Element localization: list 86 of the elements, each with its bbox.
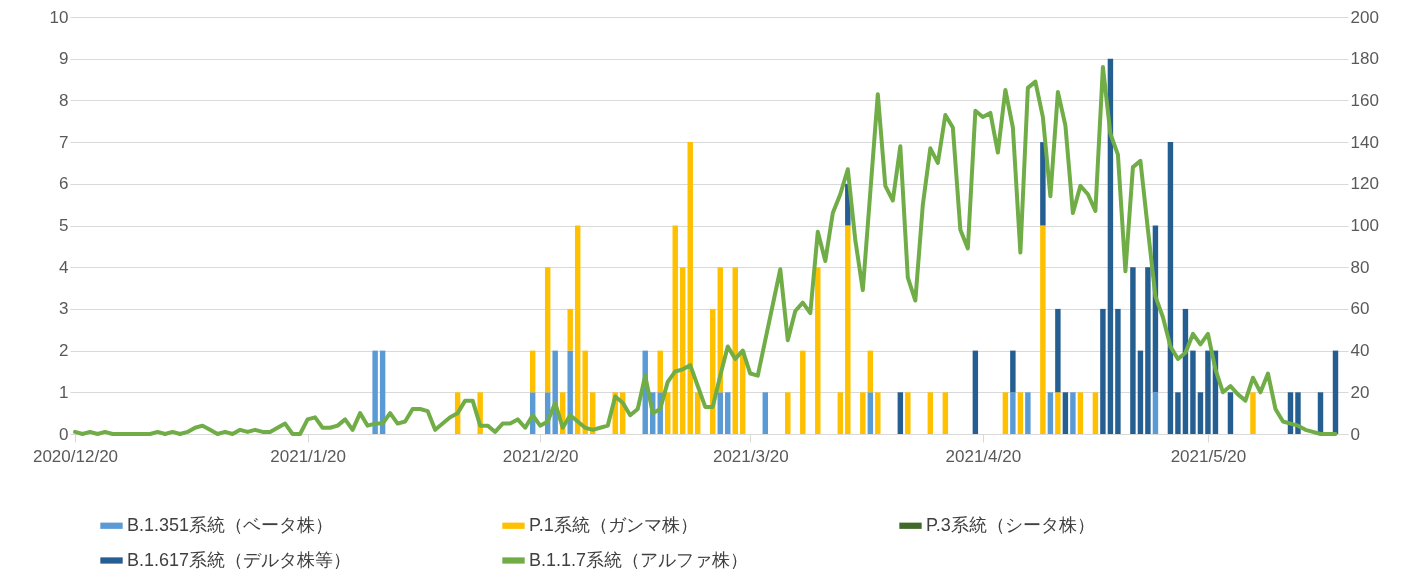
y-tick-label: 6 bbox=[59, 174, 69, 194]
bar bbox=[1130, 267, 1136, 434]
bar bbox=[1227, 392, 1234, 434]
legend-label: B.1.617系統（デルタ株等） bbox=[127, 549, 352, 570]
bar bbox=[905, 392, 911, 434]
y-tick-label: 4 bbox=[59, 257, 69, 277]
bar bbox=[1145, 267, 1151, 434]
bar bbox=[1070, 392, 1076, 434]
bar bbox=[762, 392, 768, 434]
bar bbox=[927, 392, 934, 434]
bar bbox=[1002, 392, 1009, 434]
bar bbox=[942, 392, 949, 434]
y2-tick-label: 180 bbox=[1350, 49, 1379, 69]
bar bbox=[1047, 392, 1054, 434]
bar bbox=[1077, 392, 1084, 434]
bar bbox=[867, 392, 874, 434]
bar bbox=[567, 308, 573, 351]
bar bbox=[785, 392, 791, 434]
bar bbox=[1017, 392, 1024, 434]
legend-label: B.1.1.7系統（アルファ株） bbox=[529, 549, 749, 570]
legend-label: P.3系統（シータ株） bbox=[926, 514, 1095, 535]
bar bbox=[544, 267, 551, 393]
y2-tick-label: 40 bbox=[1350, 341, 1370, 361]
y2-tick-label: 60 bbox=[1350, 299, 1370, 319]
y-tick-label: 7 bbox=[59, 132, 69, 152]
x-tick-label: 2021/5/20 bbox=[1170, 446, 1247, 466]
bar bbox=[372, 350, 378, 434]
bar bbox=[1055, 392, 1061, 434]
y2-tick-label: 160 bbox=[1350, 90, 1379, 110]
bar bbox=[1100, 308, 1106, 434]
bar bbox=[1040, 225, 1046, 434]
bar bbox=[1205, 350, 1211, 434]
bar bbox=[725, 392, 731, 434]
bar bbox=[1332, 350, 1339, 434]
bar bbox=[582, 350, 588, 434]
bar bbox=[680, 267, 686, 434]
bar bbox=[1040, 142, 1046, 226]
x-tick-label: 2021/2/20 bbox=[502, 446, 579, 466]
bar bbox=[1115, 308, 1121, 434]
legend-label: P.1系統（ガンマ株） bbox=[529, 514, 698, 535]
x-tick-label: 2020/12/20 bbox=[32, 446, 119, 466]
bar bbox=[567, 350, 573, 434]
bar bbox=[657, 350, 663, 393]
y-tick-label: 2 bbox=[59, 341, 69, 361]
x-tick-label: 2021/3/20 bbox=[712, 446, 789, 466]
bar bbox=[529, 350, 536, 393]
bar bbox=[1152, 392, 1159, 434]
y2-tick-label: 20 bbox=[1350, 382, 1370, 402]
bar bbox=[1025, 392, 1031, 434]
bar bbox=[1010, 392, 1016, 434]
y-tick-label: 8 bbox=[59, 90, 69, 110]
legend-label: B.1.351系統（ベータ株） bbox=[127, 514, 334, 535]
bar bbox=[1062, 392, 1069, 434]
bar bbox=[800, 350, 806, 434]
y2-tick-label: 80 bbox=[1350, 257, 1370, 277]
y-tick-label: 0 bbox=[59, 424, 69, 444]
bar bbox=[875, 392, 881, 434]
bar bbox=[972, 350, 979, 434]
y2-tick-label: 200 bbox=[1350, 7, 1379, 27]
bar bbox=[837, 392, 844, 434]
y-tick-label: 1 bbox=[59, 382, 69, 402]
y2-tick-label: 120 bbox=[1350, 174, 1379, 194]
y-tick-label: 9 bbox=[59, 49, 69, 69]
bar bbox=[1250, 392, 1256, 434]
y2-tick-label: 0 bbox=[1350, 424, 1360, 444]
bar bbox=[1175, 392, 1181, 434]
bar bbox=[1137, 350, 1144, 434]
bar bbox=[1010, 350, 1016, 393]
y2-tick-label: 140 bbox=[1350, 132, 1379, 152]
bar bbox=[845, 225, 851, 434]
bar bbox=[1092, 392, 1099, 434]
x-tick-label: 2021/4/20 bbox=[945, 446, 1022, 466]
bar bbox=[815, 267, 821, 434]
bar bbox=[1190, 350, 1196, 434]
bar bbox=[1055, 308, 1061, 393]
bar bbox=[897, 392, 904, 434]
bar bbox=[1197, 392, 1204, 434]
y-tick-label: 3 bbox=[59, 299, 69, 319]
line-series bbox=[73, 65, 1338, 436]
bar bbox=[717, 392, 723, 434]
x-tick-label: 2021/1/20 bbox=[270, 446, 346, 466]
y-tick-label: 5 bbox=[59, 216, 69, 235]
y-tick-label: 10 bbox=[49, 7, 69, 27]
bar bbox=[860, 392, 866, 434]
bar bbox=[867, 350, 874, 393]
y2-tick-label: 100 bbox=[1350, 216, 1379, 235]
